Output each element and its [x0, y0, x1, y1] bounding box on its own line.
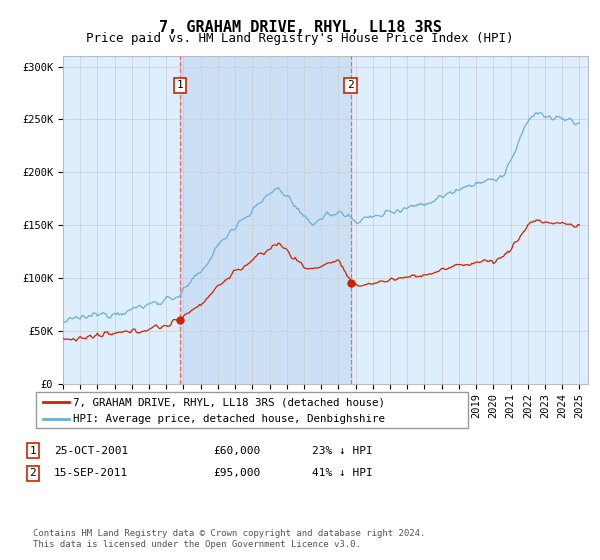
Text: 2: 2	[29, 468, 37, 478]
Text: £95,000: £95,000	[213, 468, 260, 478]
Bar	[180, 56, 350, 384]
Text: 7, GRAHAM DRIVE, RHYL, LL18 3RS: 7, GRAHAM DRIVE, RHYL, LL18 3RS	[158, 20, 442, 35]
Text: 15-SEP-2011: 15-SEP-2011	[54, 468, 128, 478]
Text: 2: 2	[347, 81, 354, 91]
Text: 1: 1	[29, 446, 37, 456]
Text: 1: 1	[177, 81, 184, 91]
Text: 23% ↓ HPI: 23% ↓ HPI	[312, 446, 373, 456]
Text: 25-OCT-2001: 25-OCT-2001	[54, 446, 128, 456]
Text: Price paid vs. HM Land Registry's House Price Index (HPI): Price paid vs. HM Land Registry's House …	[86, 32, 514, 45]
Text: £60,000: £60,000	[213, 446, 260, 456]
Text: 7, GRAHAM DRIVE, RHYL, LL18 3RS (detached house): 7, GRAHAM DRIVE, RHYL, LL18 3RS (detache…	[73, 397, 385, 407]
Text: Contains HM Land Registry data © Crown copyright and database right 2024.
This d: Contains HM Land Registry data © Crown c…	[33, 529, 425, 549]
Text: HPI: Average price, detached house, Denbighshire: HPI: Average price, detached house, Denb…	[73, 414, 385, 424]
Text: 41% ↓ HPI: 41% ↓ HPI	[312, 468, 373, 478]
